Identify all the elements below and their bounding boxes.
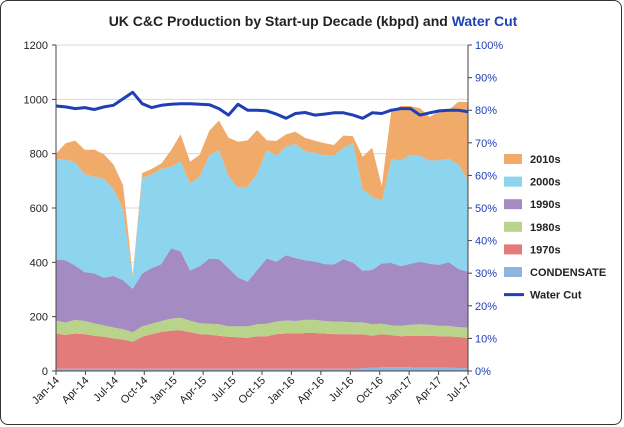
- y-right-tick-label: 90%: [475, 73, 497, 85]
- y-left-tick-label: 1000: [24, 94, 48, 106]
- y-right-tick-label: 10%: [475, 333, 497, 345]
- area-2010s: [56, 101, 468, 278]
- x-tick-label: Jan-14: [30, 375, 62, 407]
- y-right-tick-label: 20%: [475, 301, 497, 313]
- x-tick-label: Jan-17: [383, 375, 415, 407]
- legend-label: Water Cut: [530, 290, 582, 302]
- x-tick-label: Apr-17: [413, 375, 445, 407]
- area-1970s: [56, 330, 468, 369]
- legend-swatch-1980s: [504, 221, 522, 232]
- area-1980s: [56, 317, 468, 342]
- x-tick-label: Jul-16: [327, 375, 357, 405]
- x-tick-label: Oct-16: [354, 375, 386, 407]
- y-right-tick-label: 60%: [475, 170, 497, 182]
- legend: 2010s 2000s 1990s 1980s 1970s CONDENSATE Water…: [504, 154, 606, 302]
- y-left-tick-label: 200: [30, 312, 48, 324]
- legend-label: 2010s: [530, 154, 561, 166]
- y-right-tick-label: 50%: [475, 203, 497, 215]
- legend-swatch-1970s: [504, 244, 522, 255]
- legend-label: 2000s: [530, 177, 561, 189]
- legend-swatch-2000s: [504, 176, 522, 187]
- y-left-tick-label: 1200: [24, 40, 48, 52]
- area-2000s: [56, 143, 468, 289]
- x-tick-label: Jan-16: [265, 375, 297, 407]
- area-condensate: [56, 367, 468, 371]
- x-tick-label: Oct-15: [236, 375, 268, 407]
- y-right-tick-label: 30%: [475, 268, 497, 280]
- y-left-tick-label: 400: [30, 257, 48, 269]
- legend-label: CONDENSATE: [530, 267, 606, 279]
- legend-swatch-1990s: [504, 199, 522, 210]
- legend-swatch-condensate: [504, 267, 522, 277]
- y-right-tick-label: 100%: [475, 40, 503, 52]
- legend-label: 1990s: [530, 199, 561, 211]
- x-tick-label: Apr-16: [295, 375, 327, 407]
- water-cut-line-group: [55, 90, 469, 120]
- x-tick-label: Apr-15: [177, 375, 209, 407]
- y-left-tick-label: 800: [30, 149, 48, 161]
- x-tick-label: Jul-17: [444, 375, 474, 405]
- stacked-areas: [56, 101, 468, 371]
- y-right-tick-label: 70%: [475, 138, 497, 150]
- x-tick-label: Jul-15: [209, 375, 239, 405]
- y-right-tick-label: 80%: [475, 105, 497, 117]
- x-tick-label: Jan-15: [148, 375, 180, 407]
- legend-label: 1980s: [530, 222, 561, 234]
- legend-label: 1970s: [530, 244, 561, 256]
- y-left-tick-labels: 0 200 400 600 800 1000 1200: [24, 40, 48, 378]
- chart-title-highlight: Water Cut: [452, 13, 518, 29]
- y-right-tick-label: 40%: [475, 236, 497, 248]
- chart-title: UK C&C Production by Start-up Decade (kb…: [109, 13, 518, 29]
- legend-swatch-2010s: [504, 154, 522, 164]
- y-right-tick-label: 0%: [475, 366, 491, 378]
- y-left-tick-label: 0: [42, 366, 48, 378]
- x-tick-label: Apr-14: [60, 375, 92, 407]
- y-left-tick-label: 600: [30, 203, 48, 215]
- x-tick-label: Oct-14: [119, 375, 151, 407]
- water-cut-line: [55, 90, 469, 120]
- x-tick-label: Jul-14: [91, 375, 121, 405]
- y-right-tick-labels: 0% 10% 20% 30% 40% 50% 60% 70% 80% 90% 100%: [475, 40, 503, 378]
- chart-title-main: UK C&C Production by Start-up Decade (kb…: [109, 13, 452, 29]
- area-1990s: [56, 248, 468, 333]
